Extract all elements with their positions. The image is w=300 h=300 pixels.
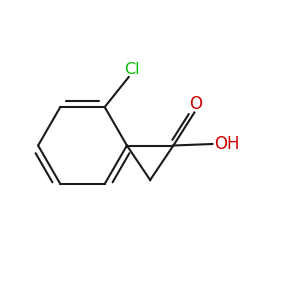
Text: OH: OH bbox=[214, 135, 240, 153]
Text: O: O bbox=[189, 95, 203, 113]
Text: Cl: Cl bbox=[124, 62, 140, 77]
